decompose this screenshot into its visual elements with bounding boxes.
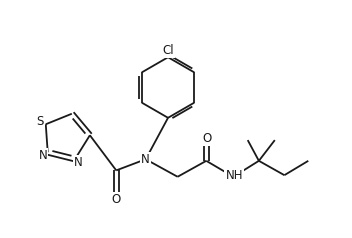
Text: O: O [112, 193, 121, 206]
Text: O: O [202, 132, 211, 145]
Text: Cl: Cl [162, 44, 174, 57]
Text: NH: NH [225, 169, 243, 182]
Text: N: N [142, 153, 150, 166]
Text: N: N [74, 156, 83, 169]
Text: S: S [37, 114, 44, 128]
Text: N: N [39, 149, 47, 162]
